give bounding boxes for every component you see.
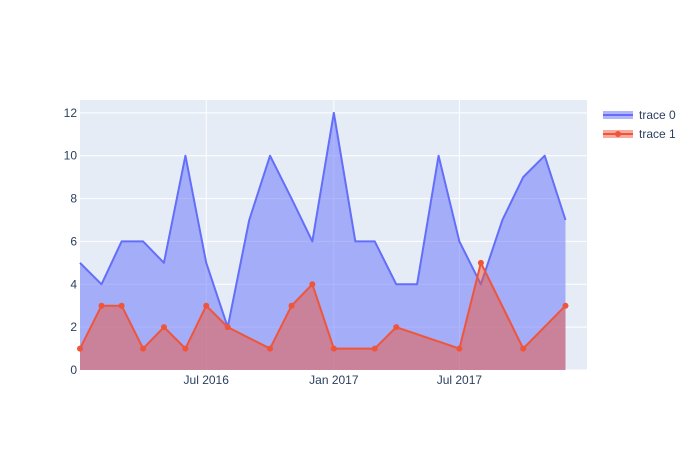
point-trace-1 [77, 345, 83, 352]
legend: trace 0 trace 1 [603, 108, 676, 141]
legend-item-trace-0[interactable]: trace 0 [603, 108, 676, 122]
point-trace-1 [140, 345, 147, 352]
y-tick-label: 12 [64, 106, 78, 120]
y-tick-label: 4 [70, 277, 77, 291]
legend-label: trace 1 [639, 127, 676, 141]
x-axis: Jul 2016 Jan 2017 Jul 2017 [184, 373, 483, 387]
line-trace-1 [79, 261, 567, 350]
point-trace-1 [118, 302, 125, 309]
x-tick-label: Jul 2016 [184, 373, 230, 387]
area-trace-0 [80, 112, 566, 370]
point-trace-1 [203, 302, 210, 309]
point-trace-1 [393, 324, 400, 331]
point-trace-1 [456, 345, 463, 352]
legend-marker [615, 131, 621, 137]
point-trace-1 [182, 345, 189, 352]
legend-label: trace 0 [639, 108, 676, 122]
point-trace-1 [288, 302, 295, 309]
point-trace-1 [477, 259, 484, 266]
point-trace-1 [520, 345, 527, 352]
point-trace-1 [224, 324, 231, 331]
y-axis: 0 2 4 6 8 10 12 [64, 106, 78, 377]
x-tick-label: Jul 2017 [437, 373, 483, 387]
y-tick-label: 6 [70, 234, 77, 248]
y-tick-label: 8 [70, 192, 77, 206]
point-trace-1 [309, 281, 316, 288]
point-trace-1 [267, 345, 274, 352]
y-tick-label: 2 [70, 320, 77, 334]
legend-item-trace-1[interactable]: trace 1 [603, 127, 676, 141]
x-tick-label: Jan 2017 [309, 373, 359, 387]
point-trace-1 [562, 302, 569, 309]
series-layer [77, 111, 569, 370]
point-trace-1 [371, 345, 378, 352]
point-trace-1 [98, 302, 105, 309]
y-tick-label: 0 [70, 363, 77, 377]
y-tick-label: 10 [64, 149, 78, 163]
point-trace-1 [330, 345, 337, 352]
point-trace-1 [160, 324, 167, 331]
